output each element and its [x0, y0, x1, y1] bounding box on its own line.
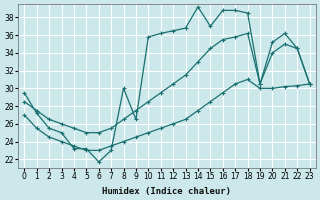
- X-axis label: Humidex (Indice chaleur): Humidex (Indice chaleur): [102, 187, 231, 196]
